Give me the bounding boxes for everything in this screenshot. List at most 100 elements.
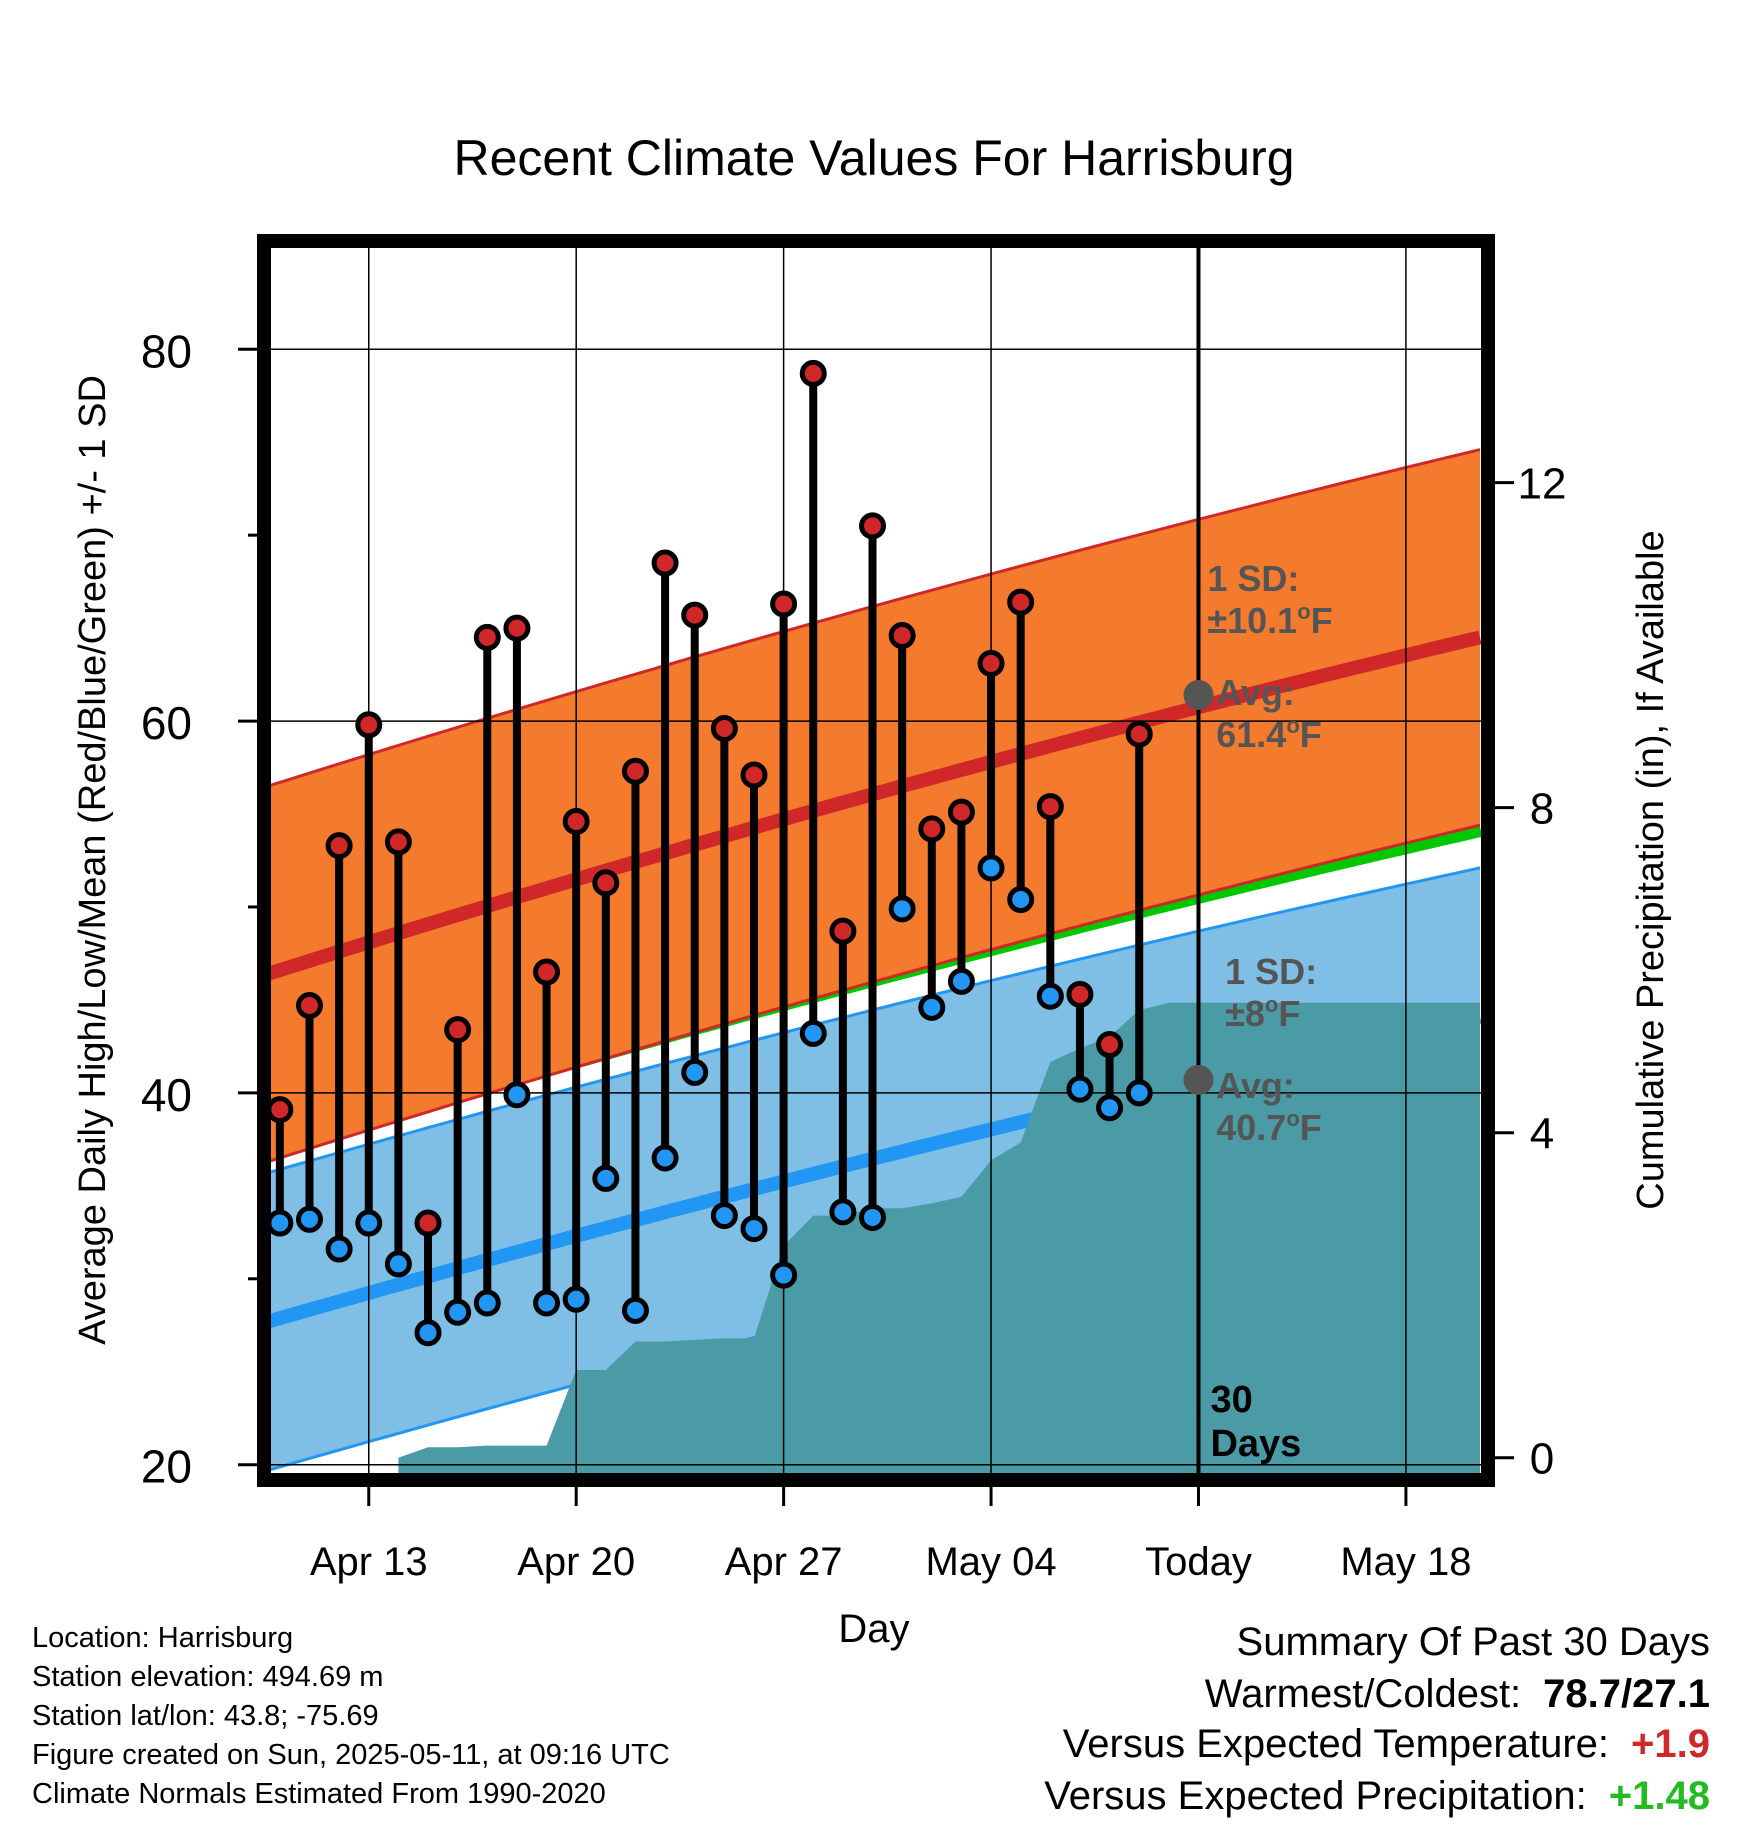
summary-warmest-row: Warmest/Coldest: 78.7/27.1 bbox=[1205, 1672, 1710, 1717]
chart-title: Recent Climate Values For Harrisburg bbox=[453, 130, 1294, 186]
summary-temp-row: Versus Expected Temperature: +1.9 bbox=[1063, 1722, 1710, 1767]
daily-low-point bbox=[444, 1298, 472, 1326]
x-tick-label: May 18 bbox=[1340, 1540, 1471, 1584]
daily-high-point bbox=[295, 992, 323, 1020]
daily-low-point bbox=[740, 1215, 768, 1243]
high-sd-annotation: 1 SD: ±10.1oF bbox=[1207, 558, 1332, 641]
daily-high-point bbox=[977, 649, 1005, 677]
footer-normals: Climate Normals Estimated From 1990-2020 bbox=[32, 1778, 606, 1810]
daily-low-point bbox=[1096, 1094, 1124, 1122]
y-axis-label-left: Average Daily High/Low/Mean (Red/Blue/Gr… bbox=[72, 375, 114, 1345]
plot-clip-group bbox=[270, 247, 1482, 1474]
daily-low-point bbox=[1125, 1079, 1153, 1107]
daily-low-point bbox=[918, 993, 946, 1021]
daily-low-point bbox=[270, 1209, 294, 1237]
daily-low-point bbox=[592, 1164, 620, 1192]
daily-high-point bbox=[473, 623, 501, 651]
daily-high-point bbox=[651, 549, 679, 577]
summary-precip-label: Versus Expected Precipitation: bbox=[1044, 1774, 1587, 1818]
plot-area: 1 SD: ±10.1oF Avg: 61.4oF 1 SD: ±8oF Avg: 40.7o… bbox=[141, 234, 1567, 1584]
y-tick-label-left: 80 bbox=[141, 325, 192, 377]
footer-location: Location: Harrisburg bbox=[32, 1622, 294, 1654]
x-tick-label: Apr 27 bbox=[725, 1540, 843, 1584]
daily-low-point bbox=[1036, 982, 1064, 1010]
daily-low-point bbox=[977, 854, 1005, 882]
daily-low-point bbox=[1066, 1075, 1094, 1103]
daily-high-point bbox=[859, 512, 887, 540]
summary-warmest-value: 78.7/27.1 bbox=[1543, 1672, 1710, 1716]
y-axis-label-right: Cumulative Precipitation (in), If Availa… bbox=[1630, 530, 1672, 1209]
daily-high-point bbox=[384, 828, 412, 856]
daily-high-point bbox=[1125, 720, 1153, 748]
x-tick-label: Apr 13 bbox=[310, 1540, 428, 1584]
footer-latlon: Station lat/lon: 43.8; -75.69 bbox=[32, 1700, 379, 1732]
daily-low-point bbox=[503, 1081, 531, 1109]
footer-created: Figure created on Sun, 2025-05-11, at 09… bbox=[32, 1739, 670, 1771]
daily-high-point bbox=[592, 869, 620, 897]
daily-high-point bbox=[1007, 588, 1035, 616]
daily-high-point bbox=[270, 1096, 294, 1124]
daily-low-point bbox=[355, 1209, 383, 1237]
daily-high-point bbox=[770, 590, 798, 618]
daily-low-point bbox=[859, 1203, 887, 1231]
precip-area bbox=[398, 1002, 1480, 1474]
x-tick-label: Today bbox=[1145, 1540, 1252, 1584]
daily-high-point bbox=[1036, 793, 1064, 821]
daily-high-point bbox=[799, 359, 827, 387]
daily-low-point bbox=[947, 967, 975, 995]
daily-low-point bbox=[651, 1144, 679, 1172]
daily-high-point bbox=[444, 1016, 472, 1044]
daily-low-point bbox=[770, 1261, 798, 1289]
daily-low-point bbox=[888, 895, 916, 923]
daily-low-point bbox=[414, 1319, 442, 1347]
daily-high-point bbox=[414, 1209, 442, 1237]
daily-high-point bbox=[355, 711, 383, 739]
daily-low-point bbox=[533, 1289, 561, 1317]
low-avg-marker bbox=[1183, 1064, 1214, 1095]
daily-high-point bbox=[681, 601, 709, 629]
y-tick-label-left: 60 bbox=[141, 697, 192, 749]
high-avg-annotation: Avg: 61.4oF bbox=[1216, 672, 1322, 755]
y-tick-label-right: 8 bbox=[1530, 785, 1554, 834]
daily-low-point bbox=[562, 1285, 590, 1313]
daily-high-point bbox=[621, 757, 649, 785]
x-tick-label: May 04 bbox=[925, 1540, 1056, 1584]
daily-high-point bbox=[1096, 1031, 1124, 1059]
x-axis-label: Day bbox=[838, 1607, 909, 1651]
daily-high-point bbox=[829, 917, 857, 945]
daily-high-point bbox=[888, 622, 916, 650]
today-period-label: 30 Days bbox=[1210, 1379, 1301, 1465]
daily-high-point bbox=[947, 798, 975, 826]
daily-high-point bbox=[710, 715, 738, 743]
daily-high-point bbox=[918, 815, 946, 843]
plot-frame bbox=[257, 234, 1495, 1487]
y-tick-label-right: 4 bbox=[1530, 1110, 1554, 1159]
daily-high-point bbox=[562, 807, 590, 835]
daily-high-point bbox=[325, 832, 353, 860]
y-tick-label-right: 0 bbox=[1530, 1435, 1554, 1484]
low-sd-annotation: 1 SD: ±8oF bbox=[1225, 951, 1317, 1034]
daily-low-point bbox=[799, 1019, 827, 1047]
daily-low-point bbox=[829, 1198, 857, 1226]
daily-high-point bbox=[1066, 980, 1094, 1008]
y-tick-label-left: 20 bbox=[141, 1441, 192, 1493]
daily-low-point bbox=[325, 1235, 353, 1263]
daily-low-point bbox=[384, 1250, 412, 1278]
summary-title: Summary Of Past 30 Days bbox=[1236, 1620, 1710, 1664]
daily-low-point bbox=[1007, 886, 1035, 914]
x-tick-label: Apr 20 bbox=[517, 1540, 635, 1584]
daily-high-point bbox=[533, 958, 561, 986]
y-tick-label-left: 40 bbox=[141, 1069, 192, 1121]
y-tick-label-right: 12 bbox=[1518, 460, 1567, 509]
summary-temp-value: +1.9 bbox=[1631, 1722, 1710, 1766]
high-avg-marker bbox=[1183, 680, 1214, 711]
daily-low-point bbox=[621, 1296, 649, 1324]
daily-high-point bbox=[740, 761, 768, 789]
summary-temp-label: Versus Expected Temperature: bbox=[1062, 1722, 1610, 1766]
low-avg-annotation: Avg: 40.7oF bbox=[1216, 1065, 1322, 1148]
daily-low-point bbox=[473, 1289, 501, 1317]
daily-low-point bbox=[710, 1202, 738, 1230]
summary-warmest-label: Warmest/Coldest: bbox=[1204, 1672, 1522, 1716]
footer-elevation: Station elevation: 494.69 m bbox=[32, 1661, 384, 1693]
